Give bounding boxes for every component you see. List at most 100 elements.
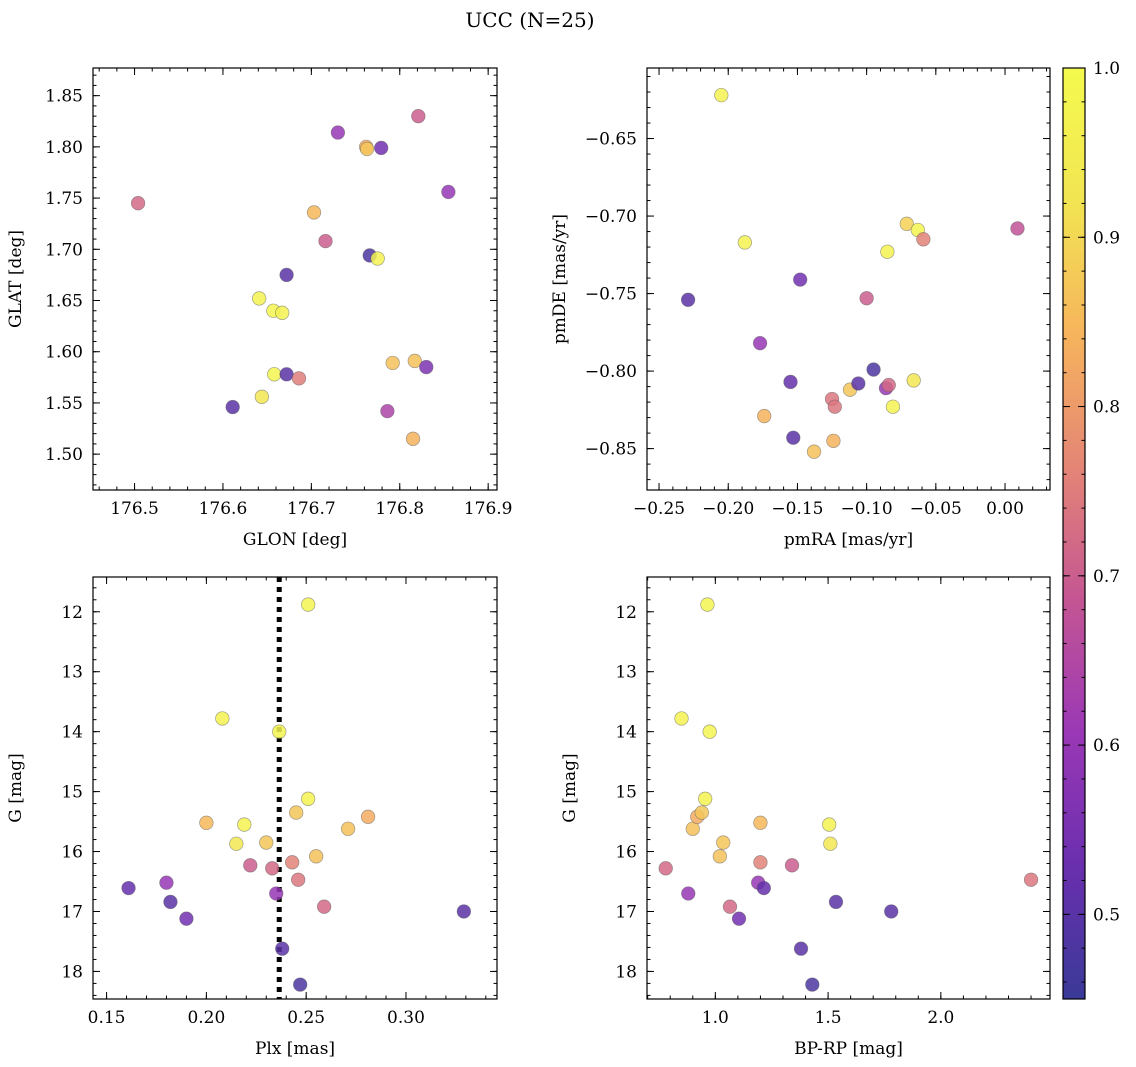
- scatter-point: [822, 817, 837, 832]
- y-tick-label: 1.60: [45, 343, 83, 363]
- scatter-point: [881, 377, 896, 393]
- scatter-point: [385, 355, 400, 371]
- x-tick-label: 0.20: [187, 1008, 225, 1028]
- scatter-point: [805, 977, 820, 992]
- scatter-point: [906, 373, 921, 388]
- y-tick-label: 16: [61, 843, 83, 863]
- x-tick-label: 0.25: [287, 1008, 325, 1028]
- y-tick-label: 13: [61, 663, 83, 683]
- y-tick-label: 12: [61, 603, 83, 623]
- y-tick-label: 17: [61, 902, 83, 922]
- y-tick-label: 1.65: [45, 292, 83, 312]
- scatter-point: [199, 815, 214, 830]
- scatter-point: [272, 724, 287, 739]
- scatter-point: [316, 899, 332, 914]
- figure-title: UCC (N=25): [465, 8, 594, 32]
- panel-glon-glat: 176.5 176.6 176.7 176.8 176.9 1.50 1.55 1.60 1.6…: [6, 67, 512, 550]
- scatter-point: [259, 835, 274, 850]
- panel-pmra-pmde: −0.25 −0.20 −0.15 −0.10 −0.05 0.00 −0.85 −0.80 −…: [550, 67, 1051, 550]
- scatter-point: [752, 336, 768, 351]
- scatter-point: [275, 941, 290, 956]
- panel-plx-g: 0.15 0.20 0.25 0.30 12 13 14 15 16 17 18 Plx [mas] G…: [6, 576, 498, 1059]
- scatter-point: [793, 941, 809, 956]
- scatter-point: [681, 886, 696, 901]
- scatter-point: [411, 108, 426, 124]
- scatter-point: [885, 399, 901, 414]
- scatter-point: [884, 904, 899, 919]
- x-tick-label: 2.0: [927, 1008, 954, 1028]
- colorbar-frame: [1062, 67, 1086, 1000]
- scatter-point: [225, 399, 240, 415]
- y-tick-label: 1.80: [45, 138, 83, 158]
- scatter-point: [291, 872, 306, 887]
- x-tick-label: 0.15: [88, 1008, 126, 1028]
- scatter-point: [680, 292, 696, 307]
- scatter-point: [229, 836, 244, 851]
- y-axis-label: pmDE [mas/yr]: [550, 214, 570, 344]
- y-tick-label: 15: [61, 783, 83, 803]
- y-tick-label: 16: [615, 843, 637, 863]
- scatter-point: [441, 184, 456, 200]
- scatter-point: [806, 444, 822, 459]
- scatter-point: [359, 141, 375, 157]
- x-tick-label: 0.00: [986, 499, 1024, 519]
- y-tick-label: 18: [615, 962, 637, 982]
- scatter-point: [753, 855, 768, 870]
- y-tick-label: −0.80: [585, 362, 637, 382]
- colorbar-tick-label: 0.7: [1093, 567, 1120, 587]
- scatter-point: [374, 140, 389, 156]
- scatter-point: [737, 235, 752, 250]
- colorbar-tick-label: 0.9: [1093, 228, 1120, 248]
- scatter-point: [252, 291, 267, 306]
- scatter-point: [827, 399, 842, 414]
- scatter-point: [456, 904, 472, 919]
- scatter-point: [1010, 221, 1025, 236]
- scatter-point: [828, 894, 844, 910]
- x-tick-label: 1.0: [702, 1008, 729, 1028]
- x-tick-label: −0.15: [771, 499, 823, 519]
- x-tick-label: 176.8: [375, 499, 424, 519]
- scatter-point: [275, 305, 290, 320]
- scatter-point: [121, 880, 136, 896]
- x-axis-label: Plx [mas]: [255, 1039, 335, 1059]
- scatter-point: [783, 374, 798, 390]
- colorbar-gradient: [1063, 68, 1085, 999]
- axes-frame: [646, 67, 1051, 491]
- scatter-point: [360, 809, 376, 824]
- y-tick-label: 13: [615, 663, 637, 683]
- y-tick-label: 15: [615, 783, 637, 803]
- scatter-point: [859, 291, 874, 306]
- scatter-point: [757, 408, 772, 424]
- scatter-point: [753, 815, 768, 830]
- y-tick-label: −0.70: [585, 207, 637, 227]
- scatter-point: [851, 376, 866, 391]
- x-tick-label: −0.25: [633, 499, 685, 519]
- scatter-point: [289, 805, 304, 820]
- x-axis-label: GLON [deg]: [243, 530, 347, 550]
- scatter-point: [419, 359, 434, 375]
- scatter-point: [318, 233, 333, 249]
- colorbar-tick-label: 0.6: [1093, 736, 1120, 756]
- x-tick-label: 176.5: [110, 499, 159, 519]
- y-tick-label: 1.70: [45, 240, 83, 260]
- axes-frame: [646, 576, 1051, 1000]
- scatter-point: [694, 805, 709, 820]
- scatter-point: [866, 362, 881, 377]
- x-tick-label: 1.5: [815, 1008, 842, 1028]
- axes-frame: [92, 67, 498, 491]
- scatter-point: [731, 911, 747, 926]
- scatter-point: [370, 251, 385, 266]
- scatter-point: [756, 880, 771, 896]
- scatter-point: [159, 875, 174, 890]
- scatter-point: [716, 835, 731, 850]
- x-tick-label: 176.6: [199, 499, 248, 519]
- scatter-point: [265, 861, 280, 876]
- scatter-point: [702, 724, 717, 739]
- scatter-point: [407, 353, 422, 369]
- y-tick-label: 1.55: [45, 394, 83, 414]
- scatter-point: [301, 791, 316, 806]
- scatter-point: [916, 232, 931, 247]
- x-tick-label: −0.05: [910, 499, 962, 519]
- scatter-point: [712, 849, 727, 864]
